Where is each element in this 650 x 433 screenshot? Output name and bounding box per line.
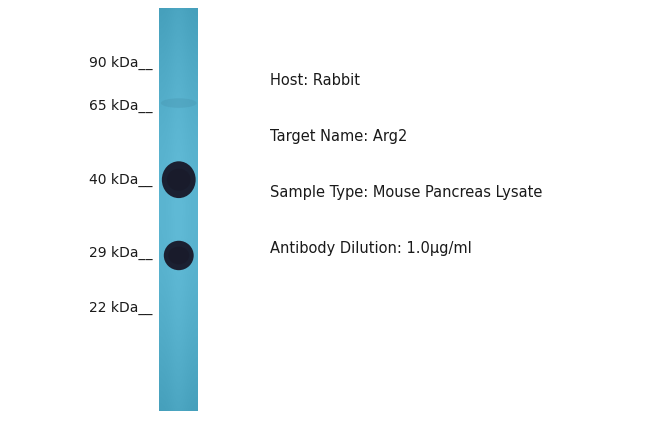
Text: Target Name: Arg2: Target Name: Arg2 bbox=[270, 129, 407, 144]
Text: Sample Type: Mouse Pancreas Lysate: Sample Type: Mouse Pancreas Lysate bbox=[270, 185, 542, 200]
Ellipse shape bbox=[167, 169, 190, 191]
Text: 65 kDa__: 65 kDa__ bbox=[89, 99, 153, 113]
Text: 29 kDa__: 29 kDa__ bbox=[89, 246, 153, 260]
Text: 22 kDa__: 22 kDa__ bbox=[90, 301, 153, 314]
Text: Antibody Dilution: 1.0µg/ml: Antibody Dilution: 1.0µg/ml bbox=[270, 242, 471, 256]
Text: 90 kDa__: 90 kDa__ bbox=[89, 56, 153, 70]
Ellipse shape bbox=[168, 247, 189, 264]
Text: 40 kDa__: 40 kDa__ bbox=[90, 173, 153, 187]
Ellipse shape bbox=[162, 162, 196, 198]
Text: Host: Rabbit: Host: Rabbit bbox=[270, 73, 359, 87]
Ellipse shape bbox=[161, 98, 197, 108]
Ellipse shape bbox=[164, 241, 194, 270]
